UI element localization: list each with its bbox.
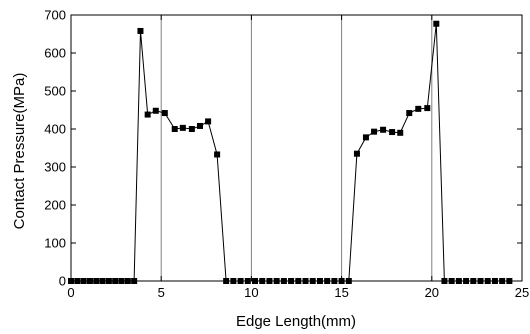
y-tick-label: 300 [44,160,66,175]
x-tick-label: 25 [515,285,529,300]
data-point [353,150,360,157]
data-point [424,105,431,112]
data-point [161,110,168,117]
data-point [188,126,195,132]
y-tick-label: 700 [44,8,66,23]
plot-frame [70,14,523,282]
y-tick-label: 500 [44,84,66,99]
y-tick-label: 200 [44,198,66,213]
axes [70,14,523,282]
data-point [406,110,413,117]
x-tick-label: 15 [334,285,348,300]
x-tick-label: 0 [67,285,74,300]
y-tick-label: 400 [44,122,66,137]
y-tick-label: 600 [44,46,66,61]
y-tick-label: 100 [44,236,66,251]
data-point [433,20,440,27]
data-point [362,134,369,141]
data-point [137,27,144,34]
data-point [196,122,203,129]
data-point [179,124,186,131]
y-tick-label: 0 [59,274,66,289]
x-tick-label: 5 [158,285,165,300]
data-point [205,118,212,125]
data-point [415,105,422,112]
data-point [371,128,378,135]
data-point [144,111,151,118]
y-axis-title: Contact Pressure(MPa) [11,73,28,230]
ticks: 0 5 10 15 20 25 0 100 200 300 400 500 600 700 [44,8,529,301]
x-tick-label: 10 [244,285,258,300]
data-point [380,126,387,133]
data-point [152,107,159,114]
x-axis-title: Edge Length(mm) [236,313,356,330]
data-point [214,151,221,158]
grid [160,15,433,281]
data-point [397,129,404,136]
x-tick-label: 20 [425,285,439,300]
data-point [389,129,396,136]
data-point [171,126,178,132]
